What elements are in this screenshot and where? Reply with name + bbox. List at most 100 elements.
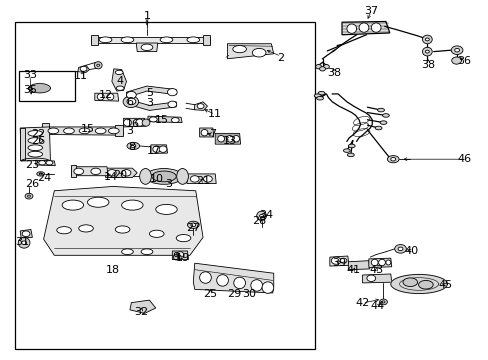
Text: 39: 39: [332, 258, 346, 268]
Ellipse shape: [18, 237, 30, 248]
Text: 41: 41: [346, 265, 360, 275]
Text: 36: 36: [456, 55, 470, 66]
Ellipse shape: [28, 151, 42, 157]
Text: 42: 42: [355, 298, 369, 308]
Text: 2: 2: [277, 53, 284, 63]
Polygon shape: [172, 251, 188, 260]
Ellipse shape: [79, 225, 93, 232]
Text: 3: 3: [165, 179, 172, 189]
Ellipse shape: [74, 168, 83, 175]
Ellipse shape: [358, 23, 368, 32]
Ellipse shape: [318, 91, 325, 95]
Ellipse shape: [167, 101, 176, 108]
Ellipse shape: [131, 144, 136, 148]
Ellipse shape: [62, 200, 83, 210]
Text: 14: 14: [103, 172, 117, 182]
Text: 18: 18: [105, 265, 120, 275]
Text: 40: 40: [404, 246, 418, 256]
Ellipse shape: [385, 260, 390, 265]
Polygon shape: [36, 160, 55, 166]
Ellipse shape: [21, 241, 26, 244]
Text: 3: 3: [126, 126, 133, 136]
Ellipse shape: [451, 57, 461, 64]
Text: 38: 38: [420, 60, 434, 70]
Ellipse shape: [262, 282, 273, 293]
Text: 28: 28: [251, 216, 265, 226]
Polygon shape: [341, 22, 389, 35]
Ellipse shape: [315, 64, 321, 69]
Text: 6: 6: [126, 97, 133, 107]
Ellipse shape: [422, 47, 431, 56]
Ellipse shape: [402, 278, 417, 287]
Polygon shape: [215, 134, 240, 144]
Ellipse shape: [127, 99, 134, 104]
Polygon shape: [126, 86, 176, 98]
Ellipse shape: [28, 131, 42, 136]
Polygon shape: [203, 35, 210, 45]
Polygon shape: [20, 128, 25, 160]
Ellipse shape: [382, 114, 388, 117]
Ellipse shape: [450, 46, 462, 54]
Ellipse shape: [25, 193, 33, 199]
Text: 10: 10: [149, 174, 163, 184]
Text: 23: 23: [25, 159, 40, 170]
Ellipse shape: [343, 149, 349, 152]
Ellipse shape: [425, 38, 428, 41]
Ellipse shape: [95, 128, 106, 134]
Text: 26: 26: [25, 179, 40, 189]
Ellipse shape: [330, 257, 340, 264]
Text: 32: 32: [134, 307, 148, 317]
Polygon shape: [95, 93, 119, 101]
Ellipse shape: [115, 70, 123, 75]
Ellipse shape: [141, 44, 153, 50]
Ellipse shape: [115, 226, 130, 233]
Ellipse shape: [323, 64, 329, 69]
Ellipse shape: [173, 254, 179, 260]
Ellipse shape: [346, 153, 353, 157]
Text: 4: 4: [116, 76, 123, 86]
Ellipse shape: [374, 126, 381, 130]
Polygon shape: [151, 145, 167, 153]
Text: 27: 27: [186, 223, 200, 233]
Ellipse shape: [57, 226, 71, 234]
Polygon shape: [71, 165, 76, 177]
Ellipse shape: [418, 280, 432, 289]
Ellipse shape: [226, 135, 233, 142]
Ellipse shape: [28, 145, 42, 150]
Ellipse shape: [127, 98, 136, 105]
Text: 38: 38: [327, 68, 341, 78]
Text: 30: 30: [242, 289, 256, 299]
Polygon shape: [112, 69, 126, 91]
Polygon shape: [91, 37, 210, 43]
Ellipse shape: [87, 197, 109, 207]
Ellipse shape: [176, 252, 183, 259]
Ellipse shape: [123, 119, 131, 126]
Text: 5: 5: [145, 88, 153, 98]
Bar: [15, 22, 315, 348]
Ellipse shape: [319, 67, 325, 71]
Ellipse shape: [153, 146, 160, 152]
Text: 35: 35: [23, 85, 37, 95]
Text: 29: 29: [226, 289, 241, 299]
Text: 15: 15: [81, 124, 94, 134]
Text: 3: 3: [145, 98, 153, 108]
Ellipse shape: [377, 108, 384, 112]
Ellipse shape: [425, 50, 428, 53]
Ellipse shape: [22, 231, 30, 237]
Ellipse shape: [145, 168, 182, 184]
Ellipse shape: [190, 176, 199, 182]
Ellipse shape: [316, 96, 323, 100]
Ellipse shape: [346, 24, 356, 33]
Ellipse shape: [187, 221, 199, 228]
Ellipse shape: [378, 259, 385, 266]
Polygon shape: [105, 168, 137, 177]
Ellipse shape: [379, 299, 386, 305]
Polygon shape: [329, 256, 348, 266]
Ellipse shape: [156, 204, 177, 215]
Text: 33: 33: [23, 70, 37, 80]
Ellipse shape: [197, 104, 203, 109]
Ellipse shape: [176, 234, 190, 242]
Ellipse shape: [97, 64, 100, 66]
Ellipse shape: [28, 87, 32, 90]
Ellipse shape: [94, 62, 102, 69]
